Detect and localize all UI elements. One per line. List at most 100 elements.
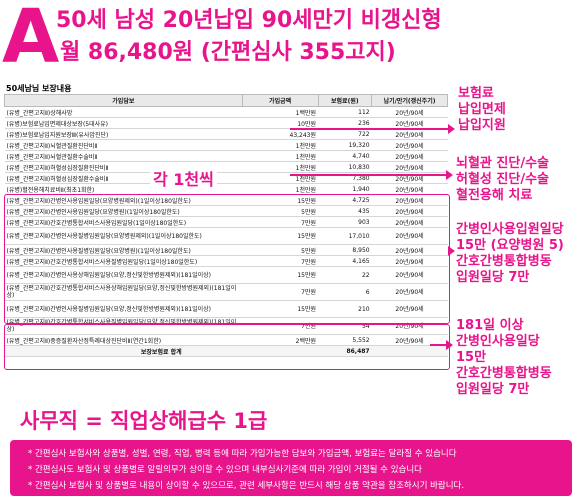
coverage-amount: 5만원 xyxy=(242,205,319,217)
table-row: (유병_간편고지Ⅱ)간호간병통합서비스사용질병입원일당(요양,정신및한방병원제외… xyxy=(4,317,448,335)
coverage-term: 20년/90세 xyxy=(371,227,448,245)
coverage-amount: 15만원 xyxy=(242,300,319,318)
total-spacer xyxy=(371,345,448,357)
coverage-premium: 435 xyxy=(318,205,372,217)
longstay-line-5: 입원일당 7만 xyxy=(456,382,530,397)
table-row: (유병_간편고지Ⅱ)간병인사용상해입원일당(요양,정신및한방병원제외)(181일… xyxy=(4,266,448,284)
cerebro-arrow xyxy=(290,170,453,180)
table-title: 50세남님 보장내용 xyxy=(6,84,72,93)
coverage-amount: 1백만원 xyxy=(242,106,319,118)
coverage-term: 20년/90세 xyxy=(371,128,448,140)
coverage-term: 20년/90세 xyxy=(371,266,448,284)
caregiver-annotation: 간병인사용입원일당 15만 (요양병원 5) 간호간병통합병동 입원일당 7만 xyxy=(456,222,564,286)
total-label: 보장보험료 합계 xyxy=(4,345,319,357)
caregiver-line-1: 간병인사용입원일당 xyxy=(456,222,564,237)
cerebro-line-2: 허혈성 진단/수술 xyxy=(456,172,549,187)
coverage-amount: 5만원 xyxy=(242,244,319,256)
table-row: (유병_간편고지Ⅱ)뇌혈관질환수술비Ⅱ 1천만원 4,740 20년/90세 xyxy=(4,150,448,162)
coverage-term: 20년/90세 xyxy=(371,300,448,318)
coverage-premium: 10,830 xyxy=(318,161,372,173)
longstay-line-4: 간호간병통합병동 xyxy=(456,366,552,381)
coverage-term: 20년/90세 xyxy=(371,205,448,217)
coverage-term: 20년/90세 xyxy=(371,244,448,256)
table-row: (유병_간편고지Ⅱ)간호간병통합서비스사용상해입원일당(요양,정신및한방병원제외… xyxy=(4,283,448,301)
coverage-name: (유병_간편고지Ⅱ)간병인사용입원일당(요양병원제외)(1일이상180일한도) xyxy=(4,194,243,206)
table-row: (유병_간편고지Ⅱ)뇌혈관질환진단비Ⅱ 1천만원 19,320 20년/90세 xyxy=(4,139,448,151)
coverage-term: 20년/90세 xyxy=(371,317,448,335)
col-amount: 가입금액 xyxy=(241,94,319,107)
coverage-amount: 1천만원 xyxy=(242,161,319,173)
coverage-term: 20년/90세 xyxy=(371,172,448,184)
coverage-term: 20년/90세 xyxy=(371,216,448,228)
table-header-row: 가입담보 가입금액 보험료(원) 납기/만기(갱신주기) xyxy=(4,94,448,107)
coverage-premium: 17,010 xyxy=(318,227,372,245)
coverage-term: 20년/90세 xyxy=(371,139,448,151)
coverage-amount: 15만원 xyxy=(242,266,319,284)
col-premium: 보험료(원) xyxy=(317,94,373,107)
coverage-name: (유병_간편고지Ⅱ)간호간병통합서비스사용질병입원일당(1일이상180일한도) xyxy=(4,255,243,267)
coverage-name: (유병)보험료납입지원보장Ⅲ(유사암진단) xyxy=(4,128,243,140)
cerebro-line-1: 뇌혈관 진단/수술 xyxy=(456,156,549,171)
coverage-premium: 4,725 xyxy=(318,194,372,206)
coverage-premium: 19,320 xyxy=(318,139,372,151)
coverage-term: 20년/90세 xyxy=(371,183,448,195)
col-coverage: 가입담보 xyxy=(4,94,243,107)
disclaimer-line-3: * 간편심사 보험사 및 상품별로 내용이 상이할 수 있으므로, 관련 세부사… xyxy=(28,481,465,491)
disclaimer-box: * 간편심사 보험사와 상품별, 성별, 연령, 직업, 병력 등에 따라 가입… xyxy=(10,440,572,496)
table-row: (유병_간편고지Ⅱ)허혈성심장질환진단비Ⅱ 1천만원 10,830 20년/90세 xyxy=(4,161,448,173)
headline-premium: 월 86,480원 (간편심사 355고지) xyxy=(60,40,396,65)
coverage-premium: 5,552 xyxy=(318,334,372,346)
coverage-premium: 722 xyxy=(318,128,372,140)
coverage-amount: 7만원 xyxy=(242,317,319,335)
coverage-term: 20년/90세 xyxy=(371,255,448,267)
table-row: (유병_간편고지Ⅱ)간병인사용입원일당(요양병원)(1일이상180일한도) 5만원… xyxy=(4,205,448,217)
coverage-amount: 7만원 xyxy=(242,283,319,301)
coverage-amount: 7만원 xyxy=(242,216,319,228)
table-row: (유병_간편고지Ⅱ)간병인사용질병입원일당(요양,정신및한방병원제외)(181일… xyxy=(4,300,448,318)
coverage-name: (유병)보험료납입면제대상보장(5대사유) xyxy=(4,117,243,129)
coverage-name: (유병_간편고지Ⅱ)간호간병통합서비스사용입원일당(1일이상180일한도) xyxy=(4,216,243,228)
coverage-name: (유병_간편고지Ⅱ)간병인사용질병입원일당(요양병원제외)(1일이상180일한도… xyxy=(4,227,243,245)
waiver-line-1: 보험료 xyxy=(458,86,494,101)
waiver-line-2: 납입면제 xyxy=(458,102,506,117)
occupation-note: 사무직 = 직업상해급수 1급 xyxy=(20,409,268,433)
coverage-premium: 54 xyxy=(318,317,372,335)
disclaimer-line-2: * 간편심사도 보험사 및 상품별로 알릴의무가 상이할 수 있으며 내부심사기… xyxy=(28,465,422,475)
table-row: (유병)혈전용해치료비Ⅱ(최초1회한) 1천만원 1,940 20년/90세 xyxy=(4,183,448,195)
coverage-amount: 43,243원 xyxy=(242,128,319,140)
col-term: 납기/만기(갱신주기) xyxy=(371,94,448,107)
coverage-premium: 8,950 xyxy=(318,244,372,256)
table-row: (유병_간편고지Ⅱ)중증질환자산정특례대상진단비Ⅱ(연간1회한) 2백만원 5,55… xyxy=(4,334,448,346)
coverage-premium: 7,380 xyxy=(318,172,372,184)
coverage-amount: 15만원 xyxy=(242,194,319,206)
coverage-name: (유병_간편고지Ⅱ)중증질환자산정특례대상진단비Ⅱ(연간1회한) xyxy=(4,334,243,346)
table-row: (유병_간편고지Ⅱ)상해사망 1백만원 112 20년/90세 xyxy=(4,106,448,118)
total-value: 86,487 xyxy=(318,345,372,357)
coverage-premium: 1,940 xyxy=(318,183,372,195)
longstay-highlight xyxy=(4,324,450,370)
table-row: (유병)보험료납입지원보장Ⅲ(유사암진단) 43,243원 722 20년/90세 xyxy=(4,128,448,140)
headline-plan: 50세 남성 20년납입 90세만기 비갱신형 xyxy=(56,8,442,33)
table-row: (유병_간편고지Ⅱ)간호간병통합서비스사용질병입원일당(1일이상180일한도) 7… xyxy=(4,255,448,267)
coverage-amount: 10만원 xyxy=(242,117,319,129)
caregiver-highlight xyxy=(4,194,450,324)
cerebro-annotation: 뇌혈관 진단/수술 허혈성 진단/수술 혈전용해 치료 xyxy=(456,156,549,204)
coverage-term: 20년/90세 xyxy=(371,106,448,118)
coverage-name: (유병_간편고지Ⅱ)간호간병통합서비스사용질병입원일당(요양,정신및한방병원제외… xyxy=(4,317,243,335)
table-body: (유병_간편고지Ⅱ)상해사망 1백만원 112 20년/90세 (유병)보험료납입면제대… xyxy=(4,106,448,346)
coverage-premium: 22 xyxy=(318,266,372,284)
coverage-term: 20년/90세 xyxy=(371,161,448,173)
coverage-premium: 236 xyxy=(318,117,372,129)
table-row: (유병)보험료납입면제대상보장(5대사유) 10만원 236 20년/90세 xyxy=(4,117,448,129)
coverage-term: 20년/90세 xyxy=(371,150,448,162)
table-row: (유병_간편고지Ⅱ)간병인사용입원일당(요양병원제외)(1일이상180일한도) 1… xyxy=(4,194,448,206)
total-row: 보장보험료 합계 86,487 xyxy=(4,345,448,357)
longstay-annotation: 181일 이상 간병인사용일당 15만 간호간병통합병동 입원일당 7만 xyxy=(456,318,552,398)
waiver-annotation: 보험료 납입면제 납입지원 xyxy=(458,86,506,134)
caregiver-line-4: 입원일당 7만 xyxy=(456,270,530,285)
coverage-premium: 6 xyxy=(318,283,372,301)
table-row: (유병_간편고지Ⅱ)간병인사용질병입원일당(요양병원제외)(1일이상180일한도… xyxy=(4,227,448,245)
waiver-line-3: 납입지원 xyxy=(458,118,506,133)
coverage-premium: 4,165 xyxy=(318,255,372,267)
coverage-premium: 112 xyxy=(318,106,372,118)
